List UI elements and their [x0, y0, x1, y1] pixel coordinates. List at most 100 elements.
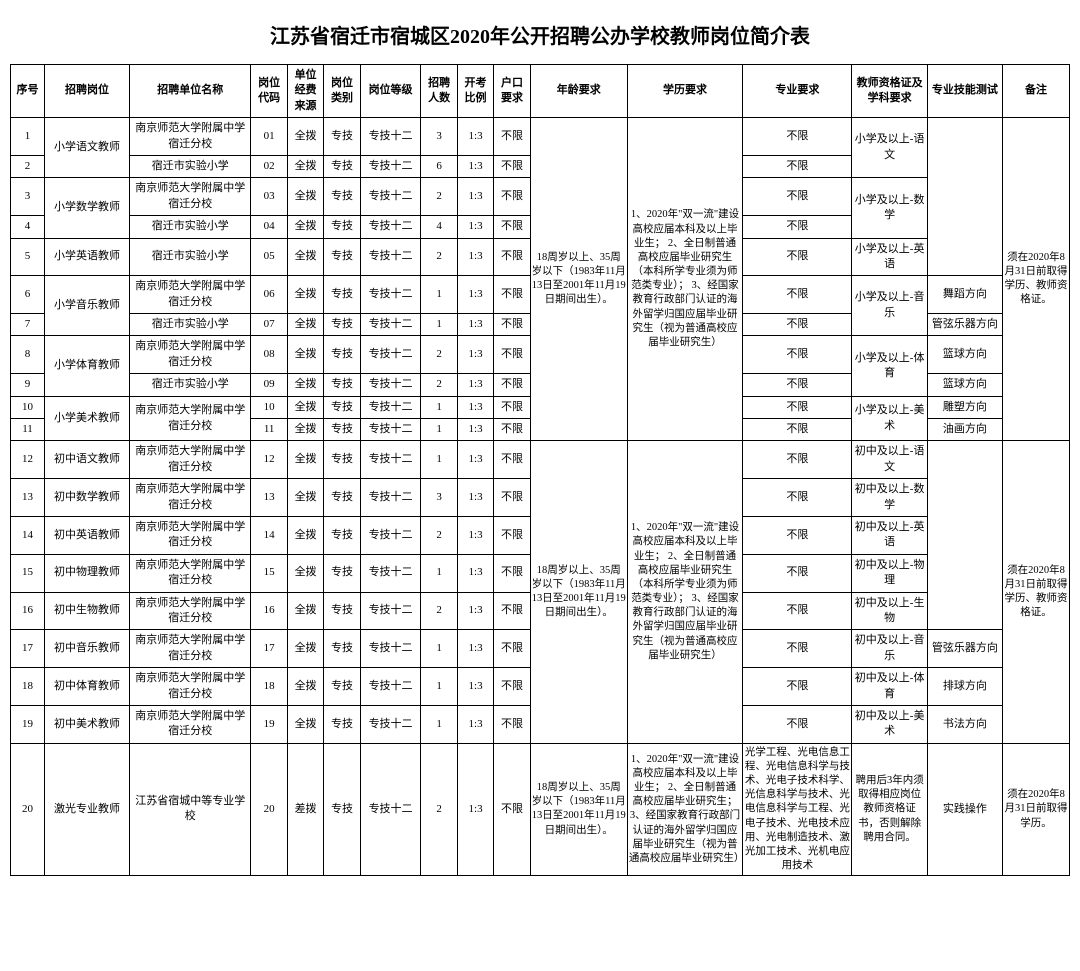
seq: 10	[11, 396, 45, 418]
major: 不限	[743, 336, 852, 374]
h-seq: 序号	[11, 65, 45, 118]
age: 18周岁以上、35周岁以下（1983年11月13日至2001年11月19日期间出…	[530, 743, 627, 876]
unit: 南京师范大学附属中学宿迁分校	[130, 118, 251, 156]
category: 专技	[324, 592, 360, 630]
hukou: 不限	[494, 276, 530, 314]
hukou: 不限	[494, 592, 530, 630]
ratio: 1:3	[457, 155, 493, 177]
fund: 全拨	[287, 554, 323, 592]
skill: 排球方向	[927, 668, 1002, 706]
fund: 全拨	[287, 441, 323, 479]
ratio: 1:3	[457, 554, 493, 592]
position: 小学数学教师	[45, 178, 130, 238]
num: 2	[421, 178, 457, 216]
num: 1	[421, 705, 457, 743]
major: 不限	[743, 592, 852, 630]
level: 专技十二	[360, 178, 421, 216]
major: 不限	[743, 668, 852, 706]
hukou: 不限	[494, 479, 530, 517]
category: 专技	[324, 178, 360, 216]
fund: 全拨	[287, 592, 323, 630]
cert: 小学及以上-英语	[852, 238, 927, 276]
code: 09	[251, 374, 287, 396]
num: 1	[421, 441, 457, 479]
fund: 全拨	[287, 276, 323, 314]
category: 专技	[324, 743, 360, 876]
level: 专技十二	[360, 516, 421, 554]
category: 专技	[324, 276, 360, 314]
skill: 书法方向	[927, 705, 1002, 743]
cert: 初中及以上-数学	[852, 479, 927, 517]
seq: 1	[11, 118, 45, 156]
fund: 全拨	[287, 374, 323, 396]
unit: 宿迁市实验小学	[130, 155, 251, 177]
position: 小学音乐教师	[45, 276, 130, 336]
major: 不限	[743, 155, 852, 177]
level: 专技十二	[360, 374, 421, 396]
skill: 篮球方向	[927, 336, 1002, 374]
hukou: 不限	[494, 178, 530, 216]
position: 小学语文教师	[45, 118, 130, 178]
h-major: 专业要求	[743, 65, 852, 118]
major: 不限	[743, 118, 852, 156]
ratio: 1:3	[457, 374, 493, 396]
h-ratio: 开考比例	[457, 65, 493, 118]
num: 2	[421, 374, 457, 396]
num: 2	[421, 592, 457, 630]
hukou: 不限	[494, 668, 530, 706]
seq: 5	[11, 238, 45, 276]
position: 小学英语教师	[45, 238, 130, 276]
category: 专技	[324, 441, 360, 479]
num: 1	[421, 554, 457, 592]
category: 专技	[324, 238, 360, 276]
hukou: 不限	[494, 441, 530, 479]
category: 专技	[324, 419, 360, 441]
code: 01	[251, 118, 287, 156]
code: 18	[251, 668, 287, 706]
ratio: 1:3	[457, 419, 493, 441]
hukou: 不限	[494, 374, 530, 396]
code: 15	[251, 554, 287, 592]
unit: 南京师范大学附属中学宿迁分校	[130, 630, 251, 668]
seq: 18	[11, 668, 45, 706]
position: 初中美术教师	[45, 705, 130, 743]
seq: 2	[11, 155, 45, 177]
level: 专技十二	[360, 238, 421, 276]
position: 小学美术教师	[45, 396, 130, 441]
ratio: 1:3	[457, 479, 493, 517]
skill: 实践操作	[927, 743, 1002, 876]
position: 初中语文教师	[45, 441, 130, 479]
major: 不限	[743, 630, 852, 668]
code: 02	[251, 155, 287, 177]
table-row: 20 激光专业教师 江苏省宿城中等专业学校 20 差拨 专技 专技十二 2 1:…	[11, 743, 1070, 876]
category: 专技	[324, 705, 360, 743]
cert: 小学及以上-美术	[852, 396, 927, 441]
position: 初中音乐教师	[45, 630, 130, 668]
category: 专技	[324, 374, 360, 396]
seq: 17	[11, 630, 45, 668]
seq: 19	[11, 705, 45, 743]
code: 11	[251, 419, 287, 441]
h-age: 年龄要求	[530, 65, 627, 118]
hukou: 不限	[494, 630, 530, 668]
category: 专技	[324, 554, 360, 592]
category: 专技	[324, 479, 360, 517]
cert: 小学及以上-语文	[852, 118, 927, 178]
num: 3	[421, 479, 457, 517]
code: 13	[251, 479, 287, 517]
code: 16	[251, 592, 287, 630]
category: 专技	[324, 396, 360, 418]
unit: 南京师范大学附属中学宿迁分校	[130, 479, 251, 517]
unit: 南京师范大学附属中学宿迁分校	[130, 336, 251, 374]
level: 专技十二	[360, 630, 421, 668]
num: 3	[421, 118, 457, 156]
code: 12	[251, 441, 287, 479]
code: 07	[251, 314, 287, 336]
table-row: 12 初中语文教师 南京师范大学附属中学宿迁分校 12 全拨 专技 专技十二 1…	[11, 441, 1070, 479]
h-unit: 招聘单位名称	[130, 65, 251, 118]
unit: 南京师范大学附属中学宿迁分校	[130, 668, 251, 706]
ratio: 1:3	[457, 178, 493, 216]
cert: 小学及以上-数学	[852, 178, 927, 238]
fund: 全拨	[287, 336, 323, 374]
position: 初中英语教师	[45, 516, 130, 554]
